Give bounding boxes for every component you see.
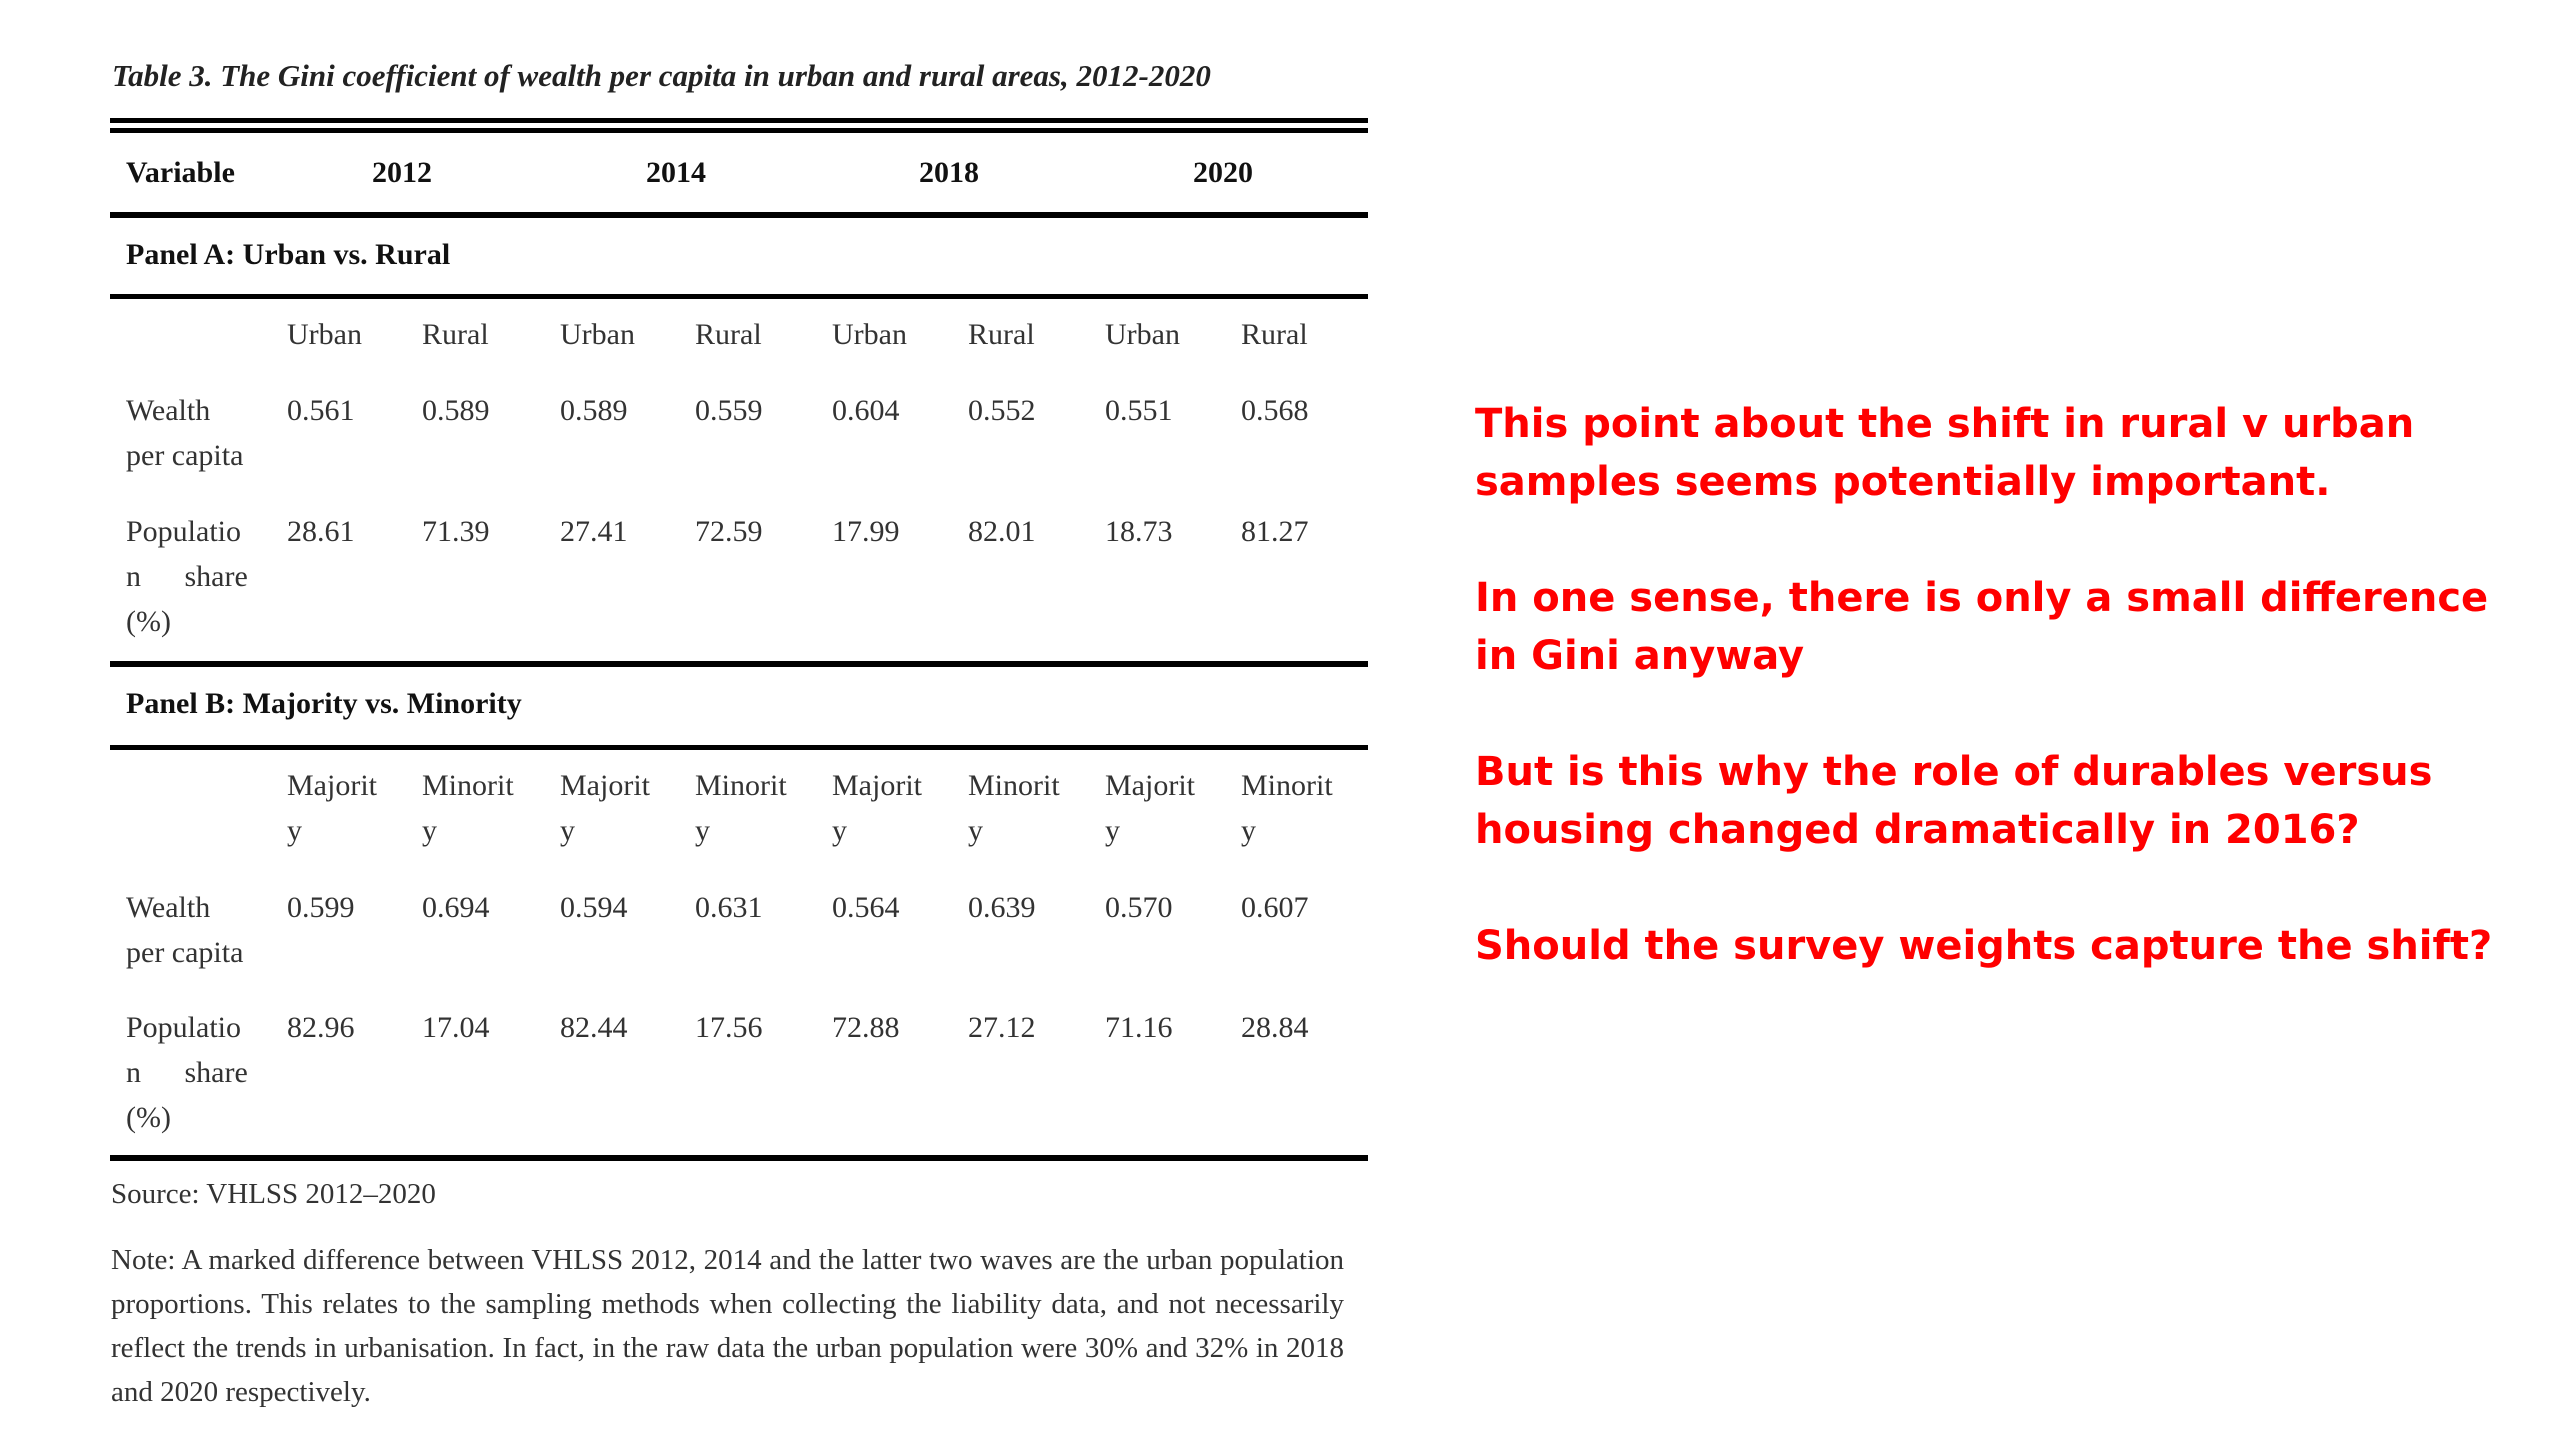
panel-b-subheader: Majorit <box>287 769 377 802</box>
table-cell: 0.561 <box>287 394 355 427</box>
table-cell: 27.12 <box>968 1011 1036 1044</box>
table-cell: 0.639 <box>968 891 1036 924</box>
table-cell: 0.551 <box>1105 394 1173 427</box>
panel-b-title: Panel B: Majority vs. Minority <box>126 687 522 720</box>
panel-b-subheader: y <box>1241 814 1256 847</box>
table-cell: 18.73 <box>1105 515 1173 548</box>
panel-b-subheader: y <box>422 814 437 847</box>
panel-b-top-rule <box>110 661 1368 667</box>
table-cell: 0.604 <box>832 394 900 427</box>
panel-a-subheader: Rural <box>422 318 489 351</box>
table-cell: 0.589 <box>560 394 628 427</box>
panel-a-subheader: Rural <box>1241 318 1308 351</box>
panel-b-subheader: Majorit <box>1105 769 1195 802</box>
table-cell: 0.599 <box>287 891 355 924</box>
table-cell: 0.568 <box>1241 394 1309 427</box>
panel-b-subheader: Majorit <box>832 769 922 802</box>
table-cell: 0.552 <box>968 394 1036 427</box>
panel-b-subheader: y <box>1105 814 1120 847</box>
table-cell: 28.84 <box>1241 1011 1309 1044</box>
table-cell: 0.564 <box>832 891 900 924</box>
panel-a-subheader: Urban <box>832 318 907 351</box>
table-cell: 81.27 <box>1241 515 1309 548</box>
panel-b-subheader: y <box>832 814 847 847</box>
table-cell: 0.589 <box>422 394 490 427</box>
comment-1: This point about the shift in rural v ur… <box>1475 401 2415 505</box>
table-cell: 72.59 <box>695 515 763 548</box>
panel-b-subheader: y <box>287 814 302 847</box>
panel-a-subheader: Urban <box>560 318 635 351</box>
table-caption: Table 3. The Gini coefficient of wealth … <box>112 58 1211 93</box>
panel-b-subheader: y <box>695 814 710 847</box>
bottom-rule <box>110 1155 1368 1161</box>
row-label: Populatio <box>126 515 242 548</box>
header-year-2012: 2012 <box>372 156 432 189</box>
table-note: Note: A marked difference between VHLSS … <box>111 1244 1344 1408</box>
table-cell: 71.16 <box>1105 1011 1173 1044</box>
header-year-2020: 2020 <box>1193 156 1253 189</box>
table-cell: 82.44 <box>560 1011 628 1044</box>
top-rule-2 <box>110 128 1368 133</box>
panel-b-subheader: y <box>560 814 575 847</box>
table-cell: 17.56 <box>695 1011 763 1044</box>
panel-a-rule <box>110 294 1368 299</box>
panel-a-title: Panel A: Urban vs. Rural <box>126 238 451 271</box>
table-cell: 17.04 <box>422 1011 490 1044</box>
comment-4: Should the survey weights capture the sh… <box>1475 923 2493 969</box>
header-variable: Variable <box>126 156 235 189</box>
panel-b-subheader: Majorit <box>560 769 650 802</box>
table-cell: 71.39 <box>422 515 490 548</box>
row-label: n share <box>126 560 248 593</box>
row-label: per capita <box>126 439 244 472</box>
row-label: Wealth <box>126 394 211 427</box>
panel-b-subheader: Minorit <box>422 769 514 802</box>
row-label: n share <box>126 1056 248 1089</box>
table-cell: 0.594 <box>560 891 628 924</box>
header-year-2014: 2014 <box>646 156 706 189</box>
row-label: per capita <box>126 936 244 969</box>
panel-a-subheader: Urban <box>287 318 362 351</box>
panel-a-subheader: Urban <box>1105 318 1180 351</box>
panel-b-rule <box>110 745 1368 750</box>
table-cell: 0.694 <box>422 891 490 924</box>
review-comments: This point about the shift in rural v ur… <box>1475 395 2515 1033</box>
table-cell: 27.41 <box>560 515 628 548</box>
source-line: Source: VHLSS 2012–2020 <box>111 1178 436 1210</box>
row-label: (%) <box>126 1101 171 1134</box>
panel-b-subheader: Minorit <box>1241 769 1333 802</box>
row-label: Wealth <box>126 891 211 924</box>
table-cell: 0.559 <box>695 394 763 427</box>
table-cell: 82.96 <box>287 1011 355 1044</box>
panel-b-subheader: Minorit <box>695 769 787 802</box>
header-rule <box>110 212 1368 218</box>
table-cell: 0.570 <box>1105 891 1173 924</box>
header-year-2018: 2018 <box>919 156 979 189</box>
comment-3: But is this why the role of durables ver… <box>1475 749 2433 853</box>
panel-b-subheader: Minorit <box>968 769 1060 802</box>
top-rule-1 <box>110 118 1368 123</box>
comment-2: In one sense, there is only a small diff… <box>1475 575 2489 679</box>
table-cell: 17.99 <box>832 515 900 548</box>
table-cell: 72.88 <box>832 1011 900 1044</box>
table-cell: 0.631 <box>695 891 763 924</box>
table-cell: 28.61 <box>287 515 355 548</box>
table-cell: 82.01 <box>968 515 1036 548</box>
panel-a-subheader: Rural <box>695 318 762 351</box>
row-label: (%) <box>126 605 171 638</box>
row-label: Populatio <box>126 1011 242 1044</box>
table-cell: 0.607 <box>1241 891 1309 924</box>
panel-b-subheader: y <box>968 814 983 847</box>
panel-a-subheader: Rural <box>968 318 1035 351</box>
